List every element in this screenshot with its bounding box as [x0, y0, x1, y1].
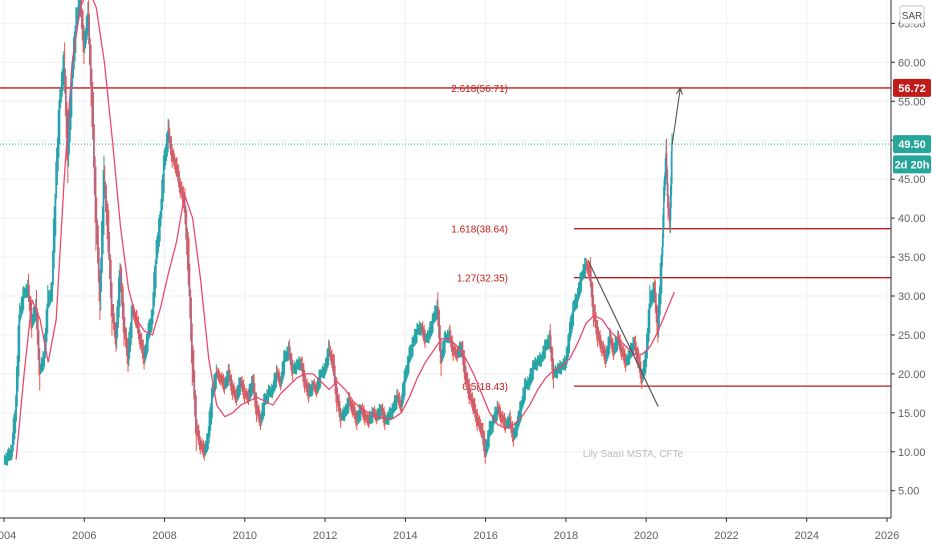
y-tick-label: 20.00	[898, 369, 926, 381]
fib-level-label: 1.618(38.64)	[451, 225, 508, 236]
y-tick-label: 45.00	[898, 174, 926, 186]
fib-level-label: 2.618(56.71)	[451, 84, 508, 95]
price-badge-text: 49.50	[898, 139, 926, 151]
currency-text: SAR	[902, 11, 923, 22]
y-tick-label: 10.00	[898, 447, 926, 459]
currency-label[interactable]: SAR	[899, 5, 925, 25]
x-tick-label: 2012	[313, 530, 337, 542]
x-tick-label: 2010	[233, 530, 257, 542]
x-tick-label: 2018	[554, 530, 578, 542]
price-badge-text: 2d 20h	[895, 159, 930, 171]
trend-line[interactable]	[587, 259, 659, 407]
x-tick-label: 2004	[0, 530, 16, 542]
y-tick-label: 60.00	[898, 57, 926, 69]
plot-area[interactable]: 2.618(56.71) 1.618(38.64) 1.27(32.35) 0.5(1…	[0, 0, 891, 466]
projection-arrow[interactable]	[671, 87, 681, 145]
price-badge	[893, 135, 931, 154]
time-axis[interactable]: 2004 2006 2008 2010 2012 2014 2016 2018 2020 2022…	[0, 518, 899, 542]
moving-average-line[interactable]	[15, 0, 675, 460]
fib-level-label: 0.5(18.43)	[462, 382, 508, 393]
x-tick-label: 2006	[72, 530, 96, 542]
y-tick-label: 40.00	[898, 213, 926, 225]
y-tick-label: 5.00	[898, 486, 919, 498]
projection-arrow-head	[675, 86, 683, 95]
price-badge-text: 56.72	[898, 83, 926, 95]
y-tick-label: 35.00	[898, 252, 926, 264]
x-tick-label: 2014	[393, 530, 417, 542]
y-tick-label: 15.00	[898, 408, 926, 420]
price-badge	[893, 78, 931, 97]
y-tick-label: 25.00	[898, 330, 926, 342]
x-tick-label: 2024	[794, 530, 818, 542]
fib-level-label: 1.27(32.35)	[457, 274, 508, 285]
x-tick-label: 2020	[634, 530, 658, 542]
y-tick-label: 30.00	[898, 291, 926, 303]
price-badge	[893, 155, 931, 174]
x-tick-label: 2008	[152, 530, 176, 542]
author-watermark: Lily Saari MSTA, CFTe	[583, 449, 684, 460]
x-tick-label: 2016	[473, 530, 497, 542]
y-tick-label: 55.00	[898, 96, 926, 108]
price-trace-line	[3, 0, 673, 462]
x-tick-label: 2022	[714, 530, 738, 542]
x-tick-label: 2026	[875, 530, 899, 542]
price-badges: 56.72 49.50 2d 20h	[893, 78, 931, 174]
currency-box-frame	[899, 5, 925, 25]
grid-lines	[0, 0, 891, 518]
